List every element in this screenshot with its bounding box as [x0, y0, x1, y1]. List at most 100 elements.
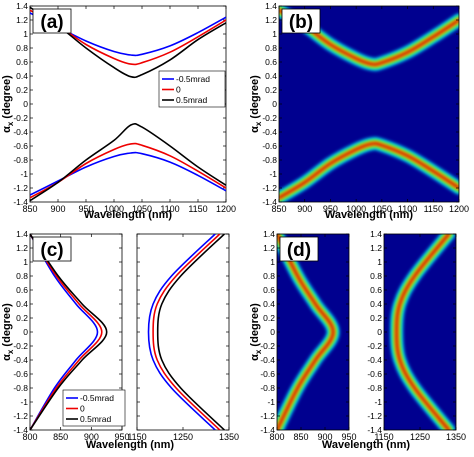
- x-tick-label: 1100: [160, 204, 179, 214]
- y-tick-label: 0.4: [16, 299, 28, 309]
- y-tick-label: 1.4: [16, 229, 28, 239]
- x-tick-label: 1350: [446, 432, 466, 442]
- y-axis-label-subscript: x: [6, 349, 15, 354]
- y-tick-label: 0: [23, 327, 28, 337]
- y-tick-label: -0.8: [262, 155, 277, 165]
- x-tick-label: 900: [84, 432, 99, 442]
- y-tick-label: 0.6: [263, 285, 275, 295]
- x-tick-label: 850: [53, 432, 68, 442]
- x-tick-label: 1250: [410, 432, 430, 442]
- x-tick-label: 1150: [424, 204, 443, 214]
- y-axis-label-unit: (degree): [249, 75, 261, 122]
- y-tick-label: 1: [377, 257, 382, 267]
- y-tick-label: -1: [267, 397, 275, 407]
- y-tick-label: -0.4: [260, 355, 275, 365]
- y-tick-label: -1.4: [13, 425, 28, 435]
- y-tick-label: 1: [270, 257, 275, 267]
- y-tick-label: 0.4: [265, 71, 277, 81]
- series-line-0.5mrad: [30, 234, 108, 430]
- y-tick-label: -1.4: [260, 425, 275, 435]
- y-tick-label: 1.4: [265, 1, 277, 11]
- y-tick-label: 1.4: [16, 1, 28, 11]
- series-line-0: [152, 234, 221, 430]
- y-axis-label-subscript: x: [254, 121, 263, 126]
- y-tick-label: -0.8: [260, 383, 275, 393]
- y-tick-label: -0.2: [13, 113, 28, 123]
- y-tick-label: -1.2: [367, 411, 382, 421]
- legend-label: -0.5mrad: [80, 393, 114, 403]
- x-tick-label: 1150: [188, 204, 207, 214]
- y-tick-label: -1.4: [367, 425, 382, 435]
- y-tick-label: 1: [23, 29, 28, 39]
- series-line-0.5mrad: [30, 122, 226, 202]
- y-axis-label-symbol: α: [249, 354, 261, 361]
- y-tick-label: 1.4: [370, 229, 382, 239]
- x-tick-label: 850: [293, 432, 308, 442]
- y-tick-label: 0.8: [263, 271, 275, 281]
- x-tick-label: 1250: [173, 432, 193, 442]
- y-tick-label: -1: [20, 397, 28, 407]
- y-tick-label: -1.2: [13, 411, 28, 421]
- y-tick-label: 0.2: [370, 313, 382, 323]
- x-tick-label: 800: [269, 432, 284, 442]
- y-tick-label: -1.2: [262, 183, 277, 193]
- y-tick-label: -0.4: [13, 355, 28, 365]
- series-line-0: [30, 234, 103, 430]
- panel-label-text: (c): [40, 240, 63, 261]
- y-tick-label: -1.2: [13, 183, 28, 193]
- y-tick-label: -1: [269, 169, 277, 179]
- y-tick-label: 0.8: [16, 43, 28, 53]
- x-tick-label: 1150: [374, 432, 393, 442]
- y-tick-label: 0: [23, 99, 28, 109]
- y-tick-label: 0.4: [370, 299, 382, 309]
- y-tick-label: -0.8: [13, 383, 28, 393]
- panel-label-text: (d): [287, 240, 311, 261]
- y-tick-label: 1.2: [265, 15, 277, 25]
- x-tick-label: 950: [341, 432, 356, 442]
- y-tick-label: 0.2: [265, 85, 277, 95]
- y-tick-label: 1.2: [16, 15, 28, 25]
- x-axis-label: Wavelength (nm): [86, 439, 175, 451]
- legend-label: 0.5mrad: [176, 95, 207, 105]
- legend-label: -0.5mrad: [176, 74, 210, 84]
- y-tick-label: 1.2: [16, 243, 28, 253]
- y-tick-label: -0.6: [367, 369, 382, 379]
- y-tick-label: -0.4: [367, 355, 382, 365]
- y-tick-label: -0.4: [262, 127, 277, 137]
- x-tick-label: 1050: [132, 204, 152, 214]
- x-tick-label: 900: [297, 204, 312, 214]
- y-tick-label: -0.2: [260, 341, 275, 351]
- y-tick-label: 1.4: [263, 229, 275, 239]
- y-tick-label: 0: [377, 327, 382, 337]
- panel-label-text: (b): [289, 12, 313, 33]
- y-tick-label: 1.2: [370, 243, 382, 253]
- y-tick-label: -0.6: [262, 141, 277, 151]
- y-tick-label: -0.2: [262, 113, 277, 123]
- x-tick-label: 1050: [372, 204, 392, 214]
- y-tick-label: -0.8: [13, 155, 28, 165]
- series-line-0.5mrad: [156, 234, 225, 430]
- y-tick-label: -1.2: [260, 411, 275, 421]
- y-axis-label-unit: (degree): [1, 303, 13, 350]
- y-axis-label-symbol: α: [1, 126, 13, 133]
- y-tick-label: -1: [20, 169, 28, 179]
- y-tick-label: 1.2: [263, 243, 275, 253]
- x-tick-label: 1150: [127, 432, 146, 442]
- y-tick-label: 0.6: [16, 57, 28, 67]
- intensity-band: [279, 142, 459, 200]
- x-tick-label: 900: [50, 204, 65, 214]
- series-line--0.5mrad: [30, 234, 99, 430]
- legend-label: 0: [80, 404, 85, 414]
- y-axis-label-unit: (degree): [1, 75, 13, 122]
- x-axis-label: Wavelength (nm): [325, 209, 414, 221]
- x-tick-label: 1000: [104, 204, 124, 214]
- legend-label: 0.5mrad: [80, 414, 111, 424]
- y-axis-label-unit: (degree): [249, 303, 261, 350]
- x-tick-label: 1100: [398, 204, 417, 214]
- y-tick-label: -0.6: [13, 369, 28, 379]
- panel-label-text: (a): [40, 12, 63, 33]
- panel-label-box: [281, 8, 321, 34]
- y-tick-label: -0.8: [367, 383, 382, 393]
